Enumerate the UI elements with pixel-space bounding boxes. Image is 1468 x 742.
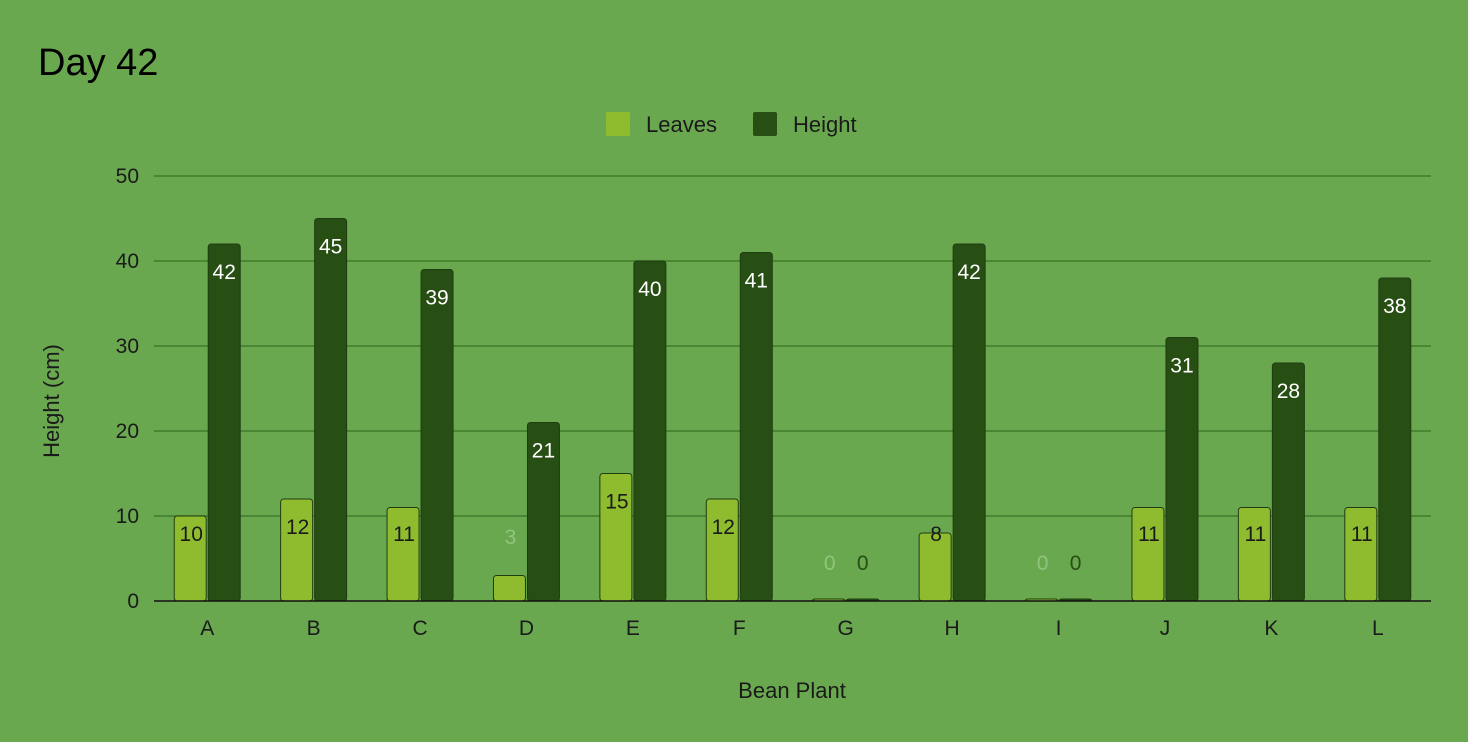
legend-swatch-height bbox=[753, 112, 777, 136]
data-label-leaves-d: 3 bbox=[505, 526, 517, 549]
y-axis-title: Height (cm) bbox=[39, 344, 64, 458]
y-axis-ticks: 0 10 20 30 40 50 bbox=[116, 165, 139, 613]
legend: Leaves Height bbox=[606, 112, 857, 137]
bar-height-b bbox=[314, 218, 348, 602]
y-tick-label: 50 bbox=[116, 165, 139, 188]
data-label-leaves-l: 11 bbox=[1351, 523, 1373, 546]
x-tick-label: L bbox=[1372, 617, 1384, 640]
data-label-leaves-k: 11 bbox=[1244, 523, 1266, 546]
y-tick-label: 30 bbox=[116, 335, 139, 358]
bar-height-c bbox=[420, 269, 454, 602]
y-tick-label: 20 bbox=[116, 420, 139, 443]
y-tick-label: 0 bbox=[127, 590, 139, 613]
data-label-leaves-c: 11 bbox=[393, 523, 415, 546]
data-label-leaves-e: 15 bbox=[605, 491, 628, 514]
bars bbox=[173, 218, 1412, 602]
data-label-height-i: 0 bbox=[1070, 552, 1082, 575]
x-tick-label: F bbox=[733, 617, 746, 640]
x-tick-label: K bbox=[1264, 617, 1278, 640]
data-label-height-k: 28 bbox=[1277, 380, 1300, 403]
data-label-height-f: 41 bbox=[745, 270, 768, 293]
data-label-height-c: 39 bbox=[425, 287, 448, 310]
bar-height-h bbox=[952, 243, 986, 602]
data-label-height-g: 0 bbox=[857, 552, 869, 575]
bar-leaves-c bbox=[386, 507, 420, 602]
legend-swatch-leaves bbox=[606, 112, 630, 136]
chart-title: Day 42 bbox=[38, 42, 158, 84]
x-tick-label: J bbox=[1160, 617, 1171, 640]
gridlines bbox=[154, 175, 1431, 517]
bar-leaves-d bbox=[492, 575, 526, 602]
x-tick-label: I bbox=[1056, 617, 1062, 640]
data-label-height-e: 40 bbox=[638, 278, 661, 301]
data-label-leaves-a: 10 bbox=[180, 523, 203, 546]
data-label-height-d: 21 bbox=[532, 440, 555, 463]
x-tick-label: B bbox=[307, 617, 321, 640]
data-label-height-b: 45 bbox=[319, 236, 342, 259]
data-label-height-h: 42 bbox=[957, 261, 980, 284]
data-label-height-a: 42 bbox=[213, 261, 236, 284]
legend-label-leaves: Leaves bbox=[646, 112, 717, 137]
data-label-leaves-i: 0 bbox=[1037, 552, 1049, 575]
data-label-height-l: 38 bbox=[1383, 295, 1406, 318]
bar-leaves-l bbox=[1344, 507, 1378, 602]
y-tick-label: 40 bbox=[116, 250, 139, 273]
data-label-leaves-j: 11 bbox=[1138, 523, 1160, 546]
bar-leaves-k bbox=[1237, 507, 1271, 602]
legend-label-height: Height bbox=[793, 112, 857, 137]
bar-leaves-f bbox=[705, 498, 739, 602]
bar-leaves-j bbox=[1131, 507, 1165, 602]
x-axis-ticks: A B C D E F G H I J K L bbox=[200, 617, 1383, 640]
data-label-height-j: 31 bbox=[1170, 355, 1193, 378]
data-label-leaves-b: 12 bbox=[286, 516, 309, 539]
bar-height-l bbox=[1378, 277, 1412, 602]
x-tick-label: D bbox=[519, 617, 534, 640]
bar-height-e bbox=[633, 260, 667, 602]
data-label-leaves-g: 0 bbox=[824, 552, 836, 575]
data-label-leaves-h: 8 bbox=[930, 523, 942, 546]
data-label-leaves-f: 12 bbox=[712, 516, 735, 539]
x-tick-label: A bbox=[200, 617, 214, 640]
x-tick-label: G bbox=[838, 617, 854, 640]
x-axis-title: Bean Plant bbox=[738, 678, 846, 703]
x-tick-label: E bbox=[626, 617, 640, 640]
x-tick-label: H bbox=[945, 617, 960, 640]
bar-height-a bbox=[207, 243, 241, 602]
bar-leaves-b bbox=[280, 498, 314, 602]
x-tick-label: C bbox=[412, 617, 427, 640]
y-tick-label: 10 bbox=[116, 505, 139, 528]
bar-height-f bbox=[739, 252, 773, 602]
